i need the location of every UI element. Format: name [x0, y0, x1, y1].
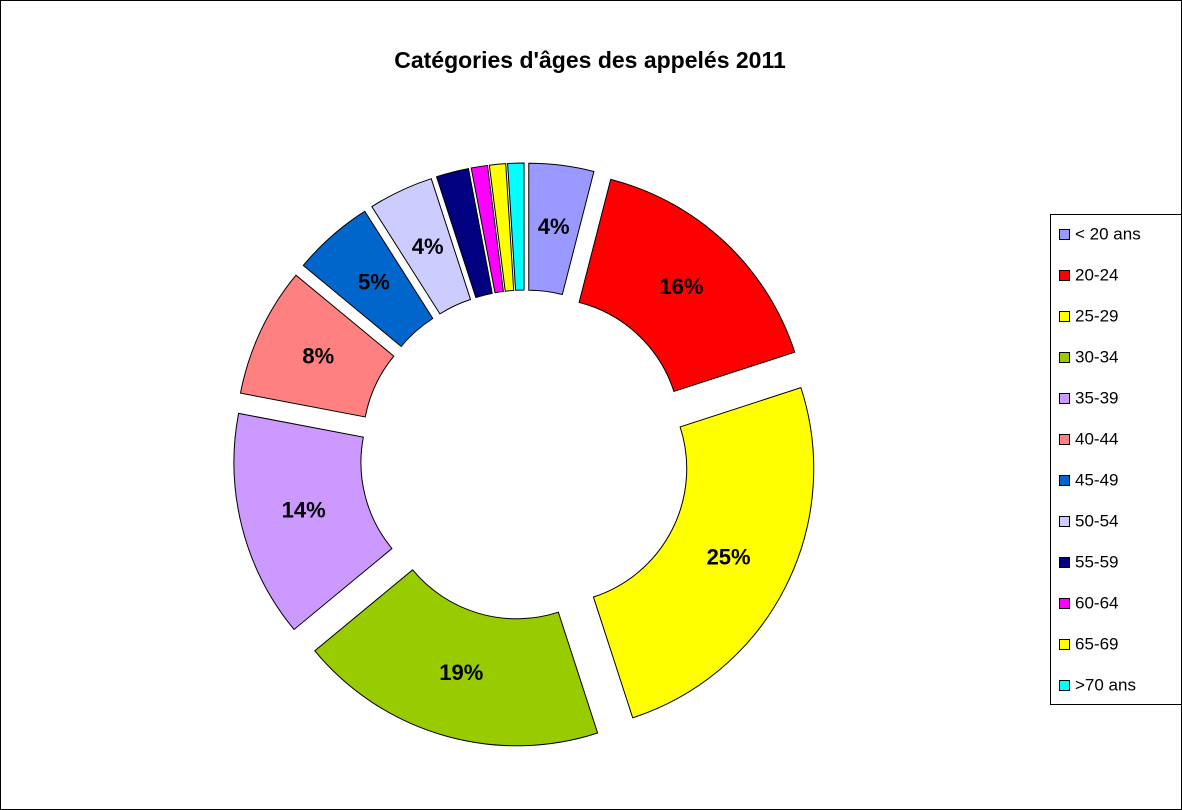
doughnut-segment	[470, 164, 504, 294]
legend-label: 50-54	[1075, 511, 1118, 530]
doughnut-segment	[592, 387, 815, 719]
data-label: 14%	[282, 498, 326, 523]
doughnut-segment	[302, 210, 434, 348]
legend-label: 25-29	[1075, 306, 1118, 325]
doughnut-segment	[488, 163, 515, 292]
doughnut-segment	[507, 162, 525, 291]
legend-label: 30-34	[1075, 347, 1118, 366]
legend-label: 40-44	[1075, 429, 1118, 448]
legend-label: 65-69	[1075, 634, 1118, 653]
data-label: 8%	[302, 344, 334, 369]
data-label: 16%	[659, 274, 703, 299]
legend-swatch	[1059, 270, 1070, 281]
data-label: 25%	[707, 545, 751, 570]
legend-label: 35-39	[1075, 388, 1118, 407]
legend-swatch	[1059, 598, 1070, 609]
legend-label: 45-49	[1075, 470, 1118, 489]
legend-swatch	[1059, 516, 1070, 527]
legend-label: 20-24	[1075, 265, 1118, 284]
legend-swatch	[1059, 311, 1070, 322]
legend-swatch	[1059, 639, 1070, 650]
doughnut-segment	[528, 162, 595, 296]
legend-label: >70 ans	[1075, 675, 1136, 694]
doughnut-segment	[578, 178, 796, 393]
doughnut-segment	[239, 274, 395, 418]
data-label: 4%	[412, 234, 444, 259]
legend-swatch	[1059, 680, 1070, 691]
doughnut-segment	[314, 569, 599, 747]
legend-swatch	[1059, 352, 1070, 363]
doughnut-segment	[233, 412, 393, 631]
chart-title: Catégories d'âges des appelés 2011	[394, 47, 786, 73]
legend-swatch	[1059, 557, 1070, 568]
doughnut-segment	[371, 178, 472, 315]
legend-label: 60-64	[1075, 593, 1118, 612]
legend-swatch	[1059, 475, 1070, 486]
data-label: 4%	[538, 214, 570, 239]
legend-swatch	[1059, 393, 1070, 404]
doughnut-segment	[435, 167, 493, 299]
legend-swatch	[1059, 434, 1070, 445]
legend-swatch	[1059, 229, 1070, 240]
legend-label: < 20 ans	[1075, 224, 1141, 243]
legend-label: 55-59	[1075, 552, 1118, 571]
legend-box	[1050, 214, 1182, 705]
data-label: 5%	[358, 269, 390, 294]
data-label: 19%	[439, 660, 483, 685]
